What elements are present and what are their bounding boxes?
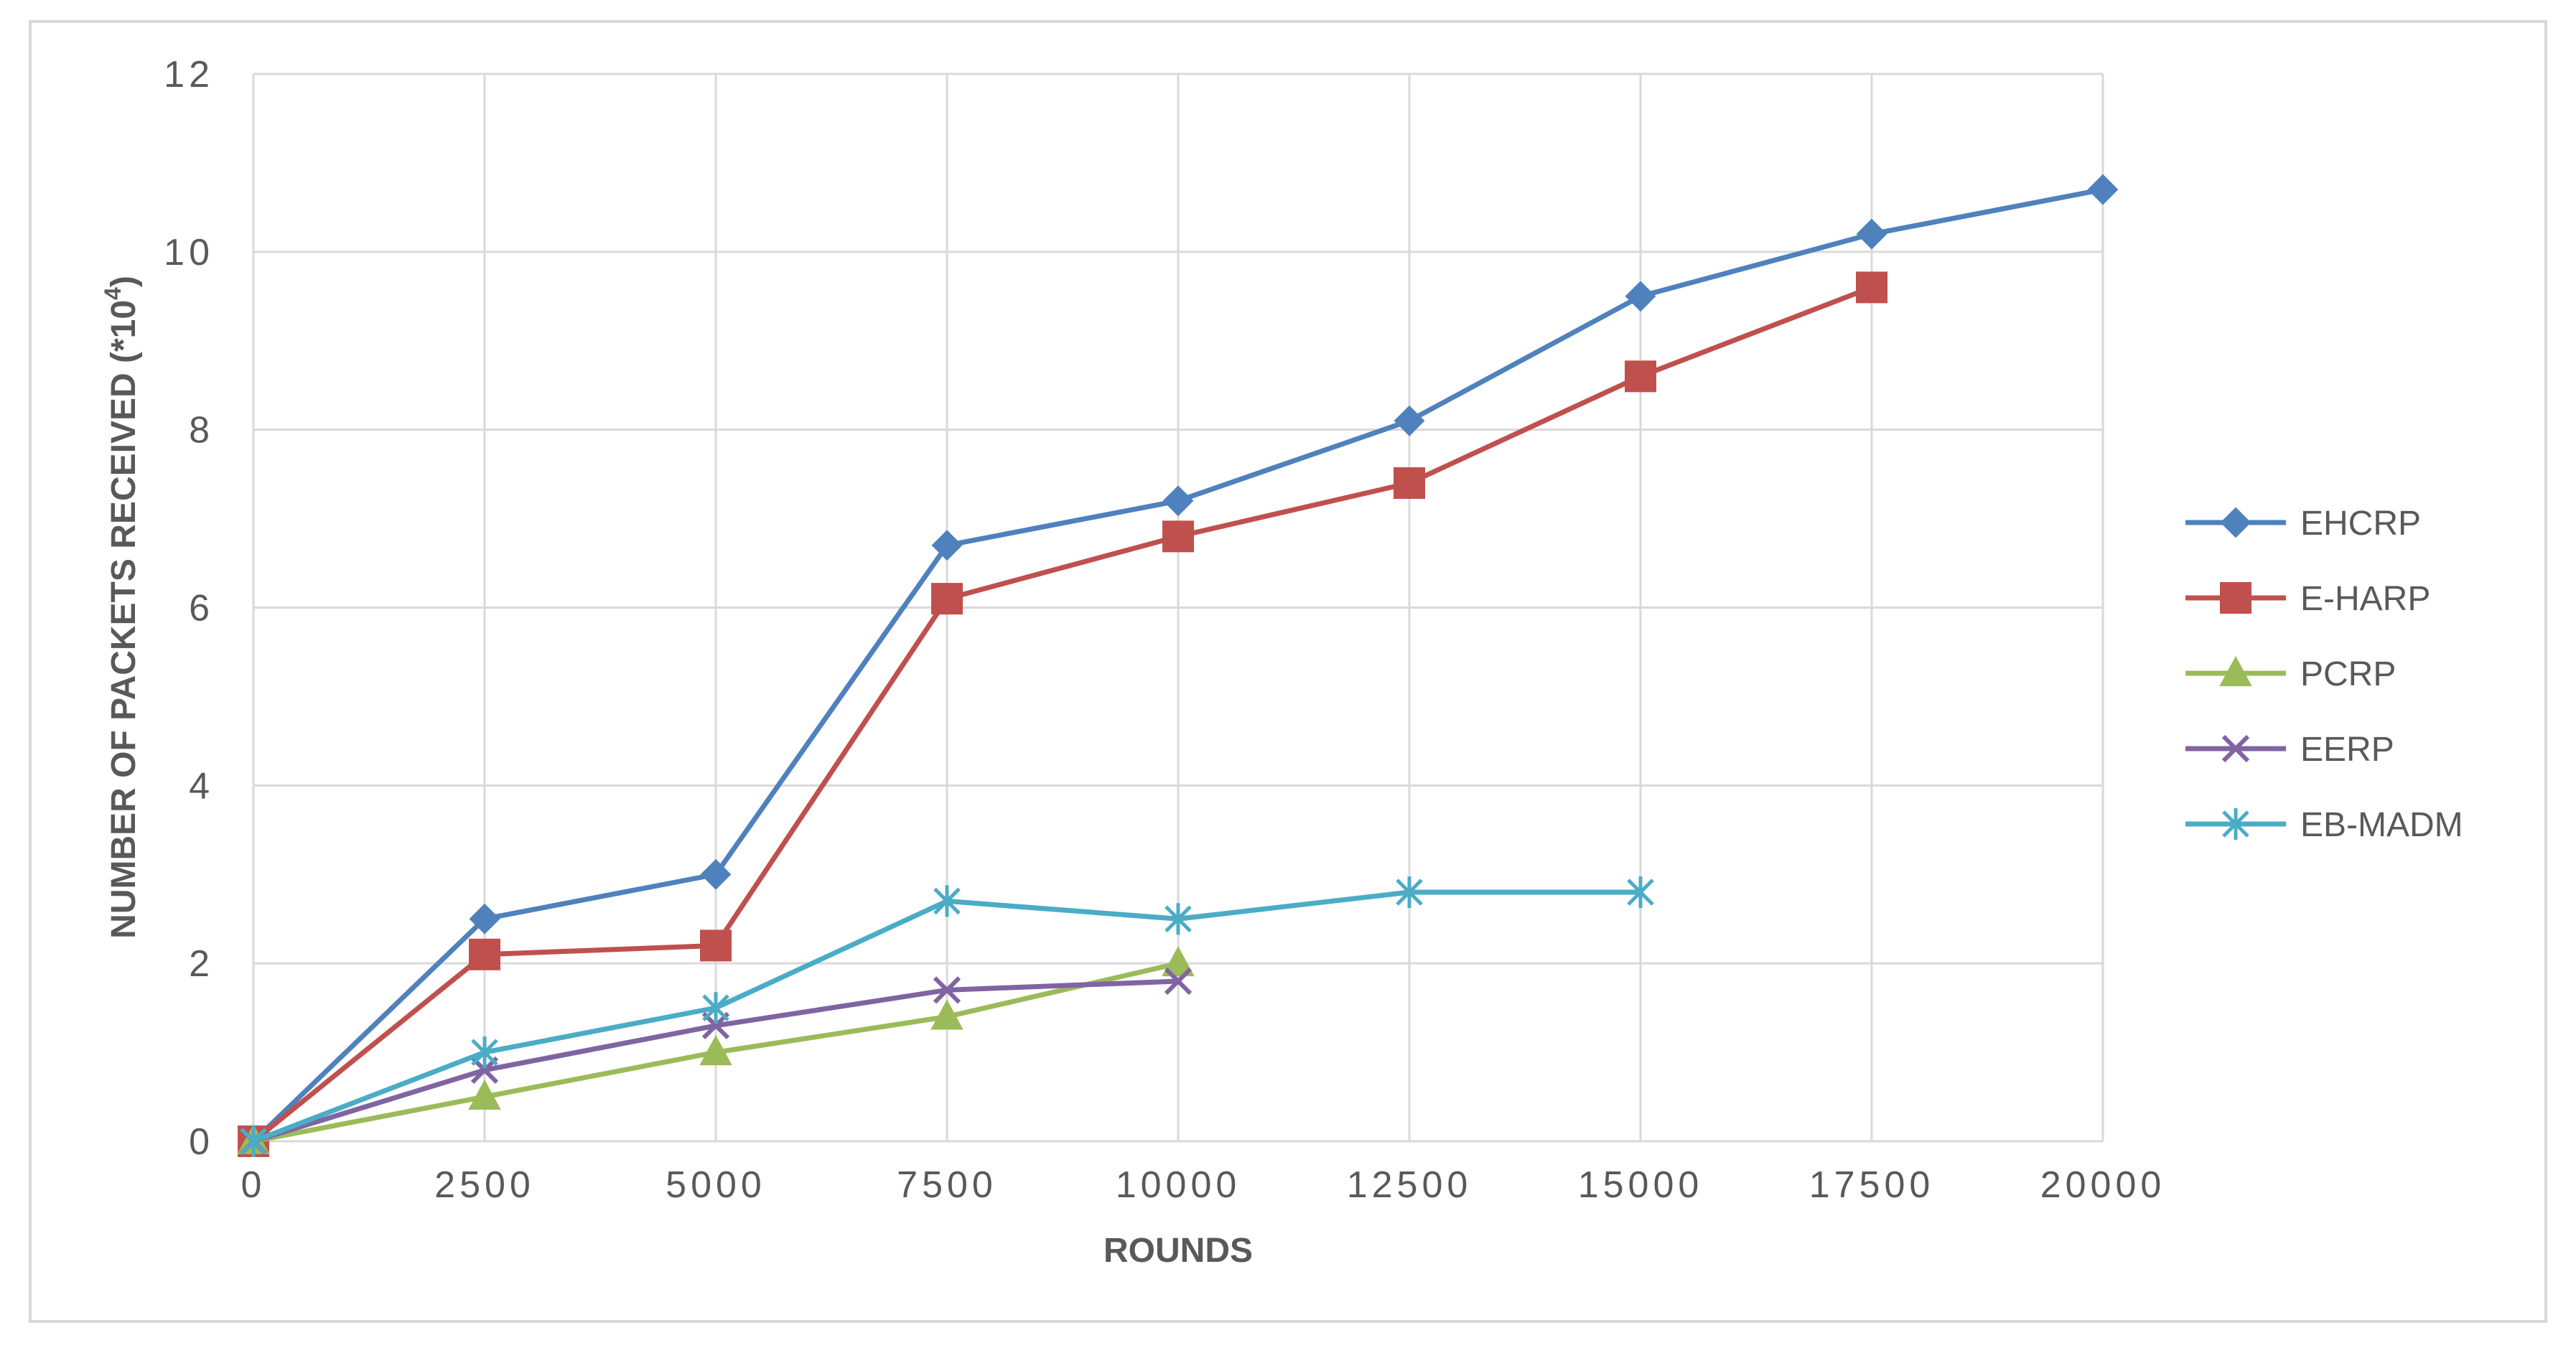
marker-stroke xyxy=(2221,734,2250,763)
data-point-ehcrp xyxy=(1856,218,1887,250)
data-point-e-harp xyxy=(700,930,732,962)
data-point-e-harp xyxy=(469,938,500,970)
legend-label: EERP xyxy=(2300,731,2394,769)
data-point-ehcrp xyxy=(931,530,963,561)
data-point-eerp xyxy=(933,976,961,1004)
marker-stroke xyxy=(933,976,961,1004)
gridlines xyxy=(252,72,2104,1143)
data-point-e-harp xyxy=(1625,360,1656,393)
y-axis-ticks: 0 2 4 6 8 10 12 xyxy=(164,54,214,1163)
data-point-e-harp xyxy=(1394,467,1425,500)
series-pcrp xyxy=(237,946,1195,1154)
x-tick-label: 15000 xyxy=(1578,1164,1704,1206)
y-tick-label: 2 xyxy=(189,943,214,985)
data-point-eb-madm xyxy=(702,992,729,1024)
y-axis-title: NUMBER OF PACKETS RECEIVED (*104) xyxy=(100,276,143,939)
data-point-ehcrp xyxy=(469,903,500,935)
legend-item-eerp: EERP xyxy=(2185,731,2394,769)
series-line-e-harp xyxy=(251,285,1873,1143)
data-point-ehcrp xyxy=(1394,405,1425,436)
y-tick-label: 0 xyxy=(189,1121,214,1163)
legend-marker xyxy=(2219,655,2252,686)
data-point-e-harp xyxy=(931,583,963,615)
x-axis-ticks: 0 2500 5000 7500 10000 12500 15000 17500 20000 xyxy=(241,1164,2166,1206)
data-point-pcrp xyxy=(930,999,963,1030)
data-point-ehcrp xyxy=(1625,281,1656,312)
legend-label: EHCRP xyxy=(2300,505,2421,543)
y-axis-title-suffix: ) xyxy=(105,276,143,287)
x-axis-title: ROUNDS xyxy=(1103,1232,1253,1270)
legend: EHCRP E-HARP PCRP EERP EB-MADM xyxy=(2185,505,2463,844)
y-tick-label: 6 xyxy=(189,588,214,629)
legend-marker xyxy=(2221,734,2250,763)
x-tick-label: 17500 xyxy=(1809,1164,1935,1206)
data-point-pcrp xyxy=(699,1034,732,1066)
legend-item-e-harp: E-HARP xyxy=(2185,580,2430,618)
x-tick-label: 2500 xyxy=(434,1164,535,1206)
data-point-eb-madm xyxy=(1396,876,1423,909)
y-tick-label: 8 xyxy=(189,410,214,451)
legend-item-eb-madm: EB-MADM xyxy=(2185,806,2463,844)
series-layer xyxy=(237,174,2119,1157)
legend-item-pcrp: PCRP xyxy=(2185,655,2396,693)
legend-item-ehcrp: EHCRP xyxy=(2185,505,2421,543)
x-tick-label: 0 xyxy=(241,1164,266,1206)
y-tick-label: 12 xyxy=(164,54,214,95)
legend-marker xyxy=(2220,582,2251,614)
data-point-e-harp xyxy=(1856,271,1887,304)
data-point-e-harp xyxy=(1162,520,1194,553)
data-point-ehcrp xyxy=(2087,174,2119,205)
marker-stroke xyxy=(1164,967,1193,996)
data-point-pcrp xyxy=(468,1079,501,1110)
data-point-eb-madm xyxy=(933,885,961,917)
legend-label: EB-MADM xyxy=(2300,806,2463,844)
data-point-eb-madm xyxy=(471,1036,498,1069)
x-tick-label: 10000 xyxy=(1116,1164,1241,1206)
y-axis-title-superscript: 4 xyxy=(100,287,126,300)
x-tick-label: 5000 xyxy=(666,1164,766,1206)
legend-marker xyxy=(2222,808,2249,840)
data-point-eerp xyxy=(1164,967,1193,996)
data-point-eb-madm xyxy=(240,1125,267,1157)
x-tick-label: 12500 xyxy=(1347,1164,1473,1206)
data-point-eb-madm xyxy=(1627,876,1654,909)
data-point-ehcrp xyxy=(700,858,732,890)
data-point-ehcrp xyxy=(1162,485,1194,517)
legend-label: PCRP xyxy=(2300,655,2396,693)
y-axis-title-text: NUMBER OF PACKETS RECEIVED (*10 xyxy=(105,300,143,939)
legend-label: E-HARP xyxy=(2300,580,2430,618)
data-point-eb-madm xyxy=(1165,903,1192,935)
x-tick-label: 20000 xyxy=(2040,1164,2166,1206)
x-tick-label: 7500 xyxy=(897,1164,997,1206)
y-tick-label: 10 xyxy=(164,232,214,273)
legend-marker xyxy=(2220,507,2251,538)
series-eb-madm xyxy=(240,876,1654,1157)
data-point-pcrp xyxy=(1162,946,1195,977)
y-tick-label: 4 xyxy=(189,765,214,807)
